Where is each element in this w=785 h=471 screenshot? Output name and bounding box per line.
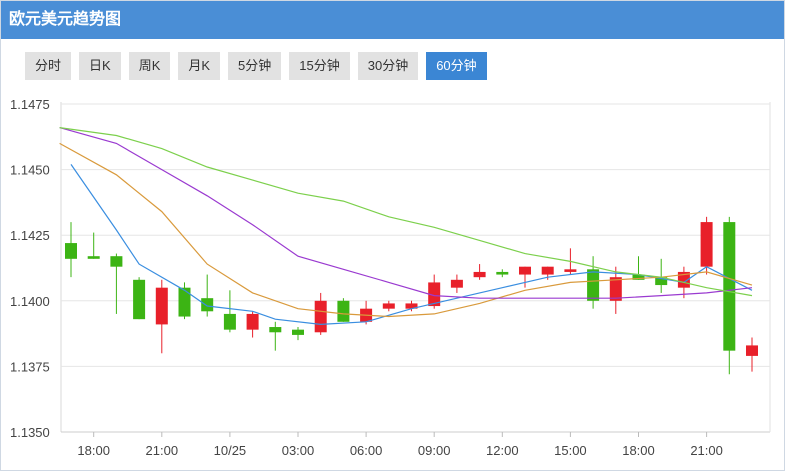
candle [201,274,214,317]
x-tick-label: 09:00 [418,443,451,458]
candle [223,290,236,333]
candle [632,256,645,280]
candle [587,256,600,309]
y-tick-label: 1.1350 [10,425,50,440]
y-tick-label: 1.1450 [10,163,50,178]
candle-body [655,277,668,286]
candle-body [223,313,236,330]
candle-body [746,345,758,356]
y-tick-label: 1.1425 [10,228,50,243]
candle-body [269,327,282,333]
tab-weekly-k[interactable]: 周K [128,52,171,80]
x-tick-label: 06:00 [350,443,383,458]
candle [519,266,531,288]
tab-timeshare[interactable]: 分时 [25,52,72,80]
candle [473,264,486,280]
candle-body [155,287,168,325]
candle [133,277,146,320]
candle-body [292,329,304,335]
tab-30min[interactable]: 30分钟 [357,52,419,80]
timeframe-tabs: 分时 日K 周K 月K 5分钟 15分钟 30分钟 60分钟 [25,52,487,80]
candle-body [133,279,146,320]
y-tick-label: 1.1475 [10,97,50,112]
y-axis-ticks: 1.1475 1.1450 1.1425 1.1400 1.1375 1.1350 [10,97,50,440]
x-tick-label: 10/25 [214,443,247,458]
candle [155,279,168,354]
candle-body [65,243,77,259]
candle [314,292,327,335]
candle-body [496,271,509,275]
candle [700,216,713,275]
candle [450,274,463,293]
page-title: 欧元美元趋势图 [1,1,784,39]
candle [609,266,622,314]
x-tick-label: 15:00 [554,443,587,458]
x-tick-label: 18:00 [622,443,655,458]
x-tick-label: 21:00 [146,443,179,458]
candle [337,298,350,322]
gridlines [60,102,771,433]
x-tick-label: 18:00 [77,443,110,458]
ma-line-green [59,127,753,297]
candle-body [519,266,531,275]
candle-body [587,269,600,301]
candle-body [541,266,554,275]
candle [292,327,304,341]
candle [496,269,509,278]
candle [269,321,282,351]
candle-body [473,271,486,278]
y-tick-label: 1.1375 [10,359,50,374]
candle [405,300,418,312]
candle-body [723,222,736,351]
candle [246,311,259,338]
candle-body [700,222,713,267]
candle-body [314,300,327,333]
candle-body [382,303,395,309]
tab-60min[interactable]: 60分钟 [426,52,487,80]
candle [178,282,191,320]
candle-body [428,282,441,307]
candle [65,222,77,278]
candle [655,258,668,293]
candle-body [178,287,191,317]
x-axis-ticks: 18:00 21:00 10/25 03:00 06:00 09:00 12:00 15:00… [77,432,723,458]
tab-5min[interactable]: 5分钟 [228,52,282,80]
candle-body [632,274,645,280]
tab-monthly-k[interactable]: 月K [178,52,221,80]
x-tick-label: 12:00 [486,443,519,458]
y-tick-label: 1.1400 [10,294,50,309]
candle-body [564,269,577,272]
candle [723,216,736,375]
candle-body [337,300,350,322]
candle-body [201,298,214,312]
candle-body [110,256,123,267]
tab-daily-k[interactable]: 日K [79,52,121,80]
candle-body [87,256,100,259]
x-tick-label: 03:00 [282,443,315,458]
candle [87,232,100,259]
candle [382,300,395,312]
ma-line-orange [59,142,753,318]
moving-average-lines [59,127,753,326]
ma-line-purple [59,127,753,299]
candle-body [405,303,418,309]
candle-body [609,277,622,301]
tab-15min[interactable]: 15分钟 [289,52,350,80]
x-tick-label: 21:00 [690,443,723,458]
candle-body [450,279,463,288]
candle-body [246,313,259,330]
candle [110,253,123,314]
candle [746,337,758,372]
